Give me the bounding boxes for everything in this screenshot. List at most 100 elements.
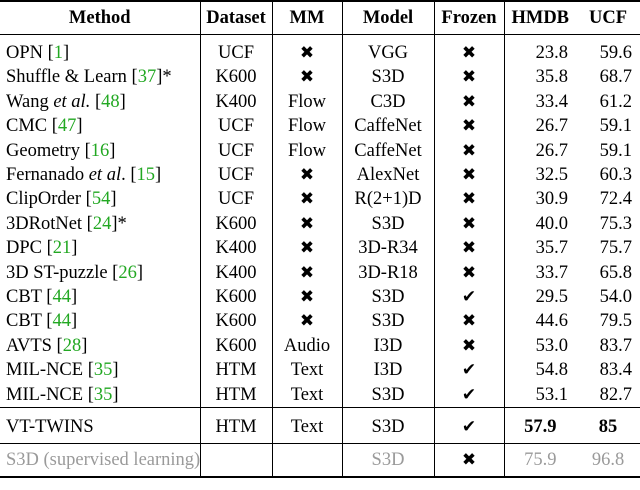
cell-model: C3D xyxy=(342,89,435,115)
cell-method: VT-TWINS xyxy=(0,407,201,445)
cell-model: S3D xyxy=(342,407,435,445)
cell-model: S3D xyxy=(342,285,435,310)
citation-link[interactable]: 15 xyxy=(136,165,156,186)
table-row: Shuffle & Learn [37]* K600 ✖ S3D ✖ 35.8 68.7 xyxy=(0,65,640,90)
cell-mm xyxy=(272,443,343,479)
cell-model: S3D xyxy=(342,443,435,479)
cell-dataset xyxy=(200,443,273,479)
method-suffix: ]* xyxy=(111,213,127,234)
citation-link[interactable]: 54 xyxy=(91,189,111,210)
citation-link[interactable]: 21 xyxy=(52,238,72,259)
cell-ucf: 61.2 xyxy=(599,91,632,112)
method-suffix: ]* xyxy=(156,67,172,88)
method-text: 3D ST-puzzle [ xyxy=(6,262,119,283)
cell-method: CBT [44] xyxy=(0,309,201,334)
cell-dataset: K600 xyxy=(200,333,273,359)
header-frozen: Frozen xyxy=(434,0,505,35)
cell-ucf: 82.7 xyxy=(599,384,632,405)
cell-method: CMC [47] xyxy=(0,114,201,139)
method-text: Fernanado xyxy=(6,165,89,186)
cell-dataset: HTM xyxy=(200,407,273,445)
method-suffix: ] xyxy=(110,189,117,210)
citation-link[interactable]: 1 xyxy=(53,43,64,63)
citation-link[interactable]: 37 xyxy=(137,67,157,88)
method-text: Wang xyxy=(6,91,54,112)
check-icon: ✔ xyxy=(434,285,505,310)
cell-hmdb: 23.8 xyxy=(535,43,568,63)
method-italic: et al. xyxy=(53,91,91,112)
cell-model: S3D xyxy=(342,211,435,237)
table-row: Wang et al. [48] K400 Flow C3D ✖ 33.4 61.2 xyxy=(0,89,640,115)
citation-link[interactable]: 28 xyxy=(62,335,82,356)
citation-link[interactable]: 44 xyxy=(52,287,71,308)
table-row: Fernanado et al. [15] UCF ✖ AlexNet ✖ 32.5 60.… xyxy=(0,163,640,188)
cross-icon: ✖ xyxy=(272,285,343,310)
cell-dataset: K400 xyxy=(200,260,273,286)
cell-ucf: 54.0 xyxy=(599,287,632,308)
method-text: DPC [ xyxy=(6,238,53,259)
cell-hmdb: 35.7 xyxy=(535,238,568,259)
table-row: Geometry [16] UCF Flow CaffeNet ✖ 26.7 59.1 xyxy=(0,138,640,164)
cross-icon: ✖ xyxy=(434,114,505,139)
cell-ucf: 75.3 xyxy=(599,213,632,234)
cell-ucf: 65.8 xyxy=(599,262,632,283)
citation-link[interactable]: 26 xyxy=(118,262,137,283)
cell-dataset: K600 xyxy=(200,211,273,237)
cross-icon: ✖ xyxy=(272,187,343,212)
cell-hmdb: 32.5 xyxy=(535,165,568,186)
cell-ucf: 59.1 xyxy=(599,140,632,161)
cell-ucf: 72.4 xyxy=(599,189,632,210)
cell-method: 3DRotNet [24]* xyxy=(0,211,201,237)
cell-model: VGG xyxy=(342,34,435,66)
table-row: OPN [1] UCF ✖ VGG ✖ 23.8 59.6 xyxy=(0,34,640,66)
citation-link[interactable]: 35 xyxy=(93,360,113,381)
cross-icon: ✖ xyxy=(434,89,505,115)
cell-method: S3D (supervised learning) [53] xyxy=(0,443,201,479)
method-text: MIL-NCE [ xyxy=(6,384,94,405)
cross-icon: ✖ xyxy=(434,163,505,188)
cell-method: ClipOrder [54] xyxy=(0,187,201,212)
cross-icon: ✖ xyxy=(272,163,343,188)
check-icon: ✔ xyxy=(434,358,505,383)
cross-icon: ✖ xyxy=(272,260,343,286)
cell-ucf: 85 xyxy=(576,407,640,445)
citation-link[interactable]: 48 xyxy=(101,91,120,112)
cell-dataset: HTM xyxy=(200,358,273,383)
cell-method: MIL-NCE [35] xyxy=(0,382,201,408)
cross-icon: ✖ xyxy=(434,309,505,334)
table-row: MIL-NCE [35] HTM Text S3D ✔ 53.1 82.7 xyxy=(0,382,640,408)
citation-link[interactable]: 24 xyxy=(92,213,112,234)
cell-ucf: 59.1 xyxy=(599,116,632,137)
method-suffix: ] xyxy=(81,335,88,356)
cell-model: S3D xyxy=(342,65,435,90)
method-text: CMC [ xyxy=(6,116,58,137)
cell-method: AVTS [28] xyxy=(0,333,201,359)
cell-model: S3D xyxy=(342,382,435,408)
cell-model: 3D-R18 xyxy=(342,260,435,286)
cell-model: 3D-R34 xyxy=(342,236,435,261)
citation-link[interactable]: 44 xyxy=(52,311,71,332)
method-text: Geometry [ xyxy=(6,140,91,161)
cell-dataset: K600 xyxy=(200,285,273,310)
header-method: Method xyxy=(0,0,201,35)
method-text: CBT [ xyxy=(6,287,53,308)
table-row: 3DRotNet [24]* K600 ✖ S3D ✖ 40.0 75.3 xyxy=(0,211,640,237)
cell-mm: Flow xyxy=(272,89,343,115)
cell-mm: Text xyxy=(272,382,343,408)
cross-icon: ✖ xyxy=(272,211,343,237)
cross-icon: ✖ xyxy=(434,138,505,164)
cell-dataset: UCF xyxy=(200,114,273,139)
cell-mm: Flow xyxy=(272,138,343,164)
cross-icon: ✖ xyxy=(272,65,343,90)
method-suffix: ] xyxy=(136,262,144,283)
citation-link[interactable]: 35 xyxy=(93,384,113,405)
cell-method: Geometry [16] xyxy=(0,138,201,164)
cell-dataset: UCF xyxy=(200,163,273,188)
header-dataset: Dataset xyxy=(200,0,273,35)
citation-link[interactable]: 16 xyxy=(90,140,110,161)
method-suffix: ] xyxy=(112,360,119,381)
citation-link[interactable]: 47 xyxy=(57,116,77,137)
cross-icon: ✖ xyxy=(272,309,343,334)
cell-method: CBT [44] xyxy=(0,285,201,310)
